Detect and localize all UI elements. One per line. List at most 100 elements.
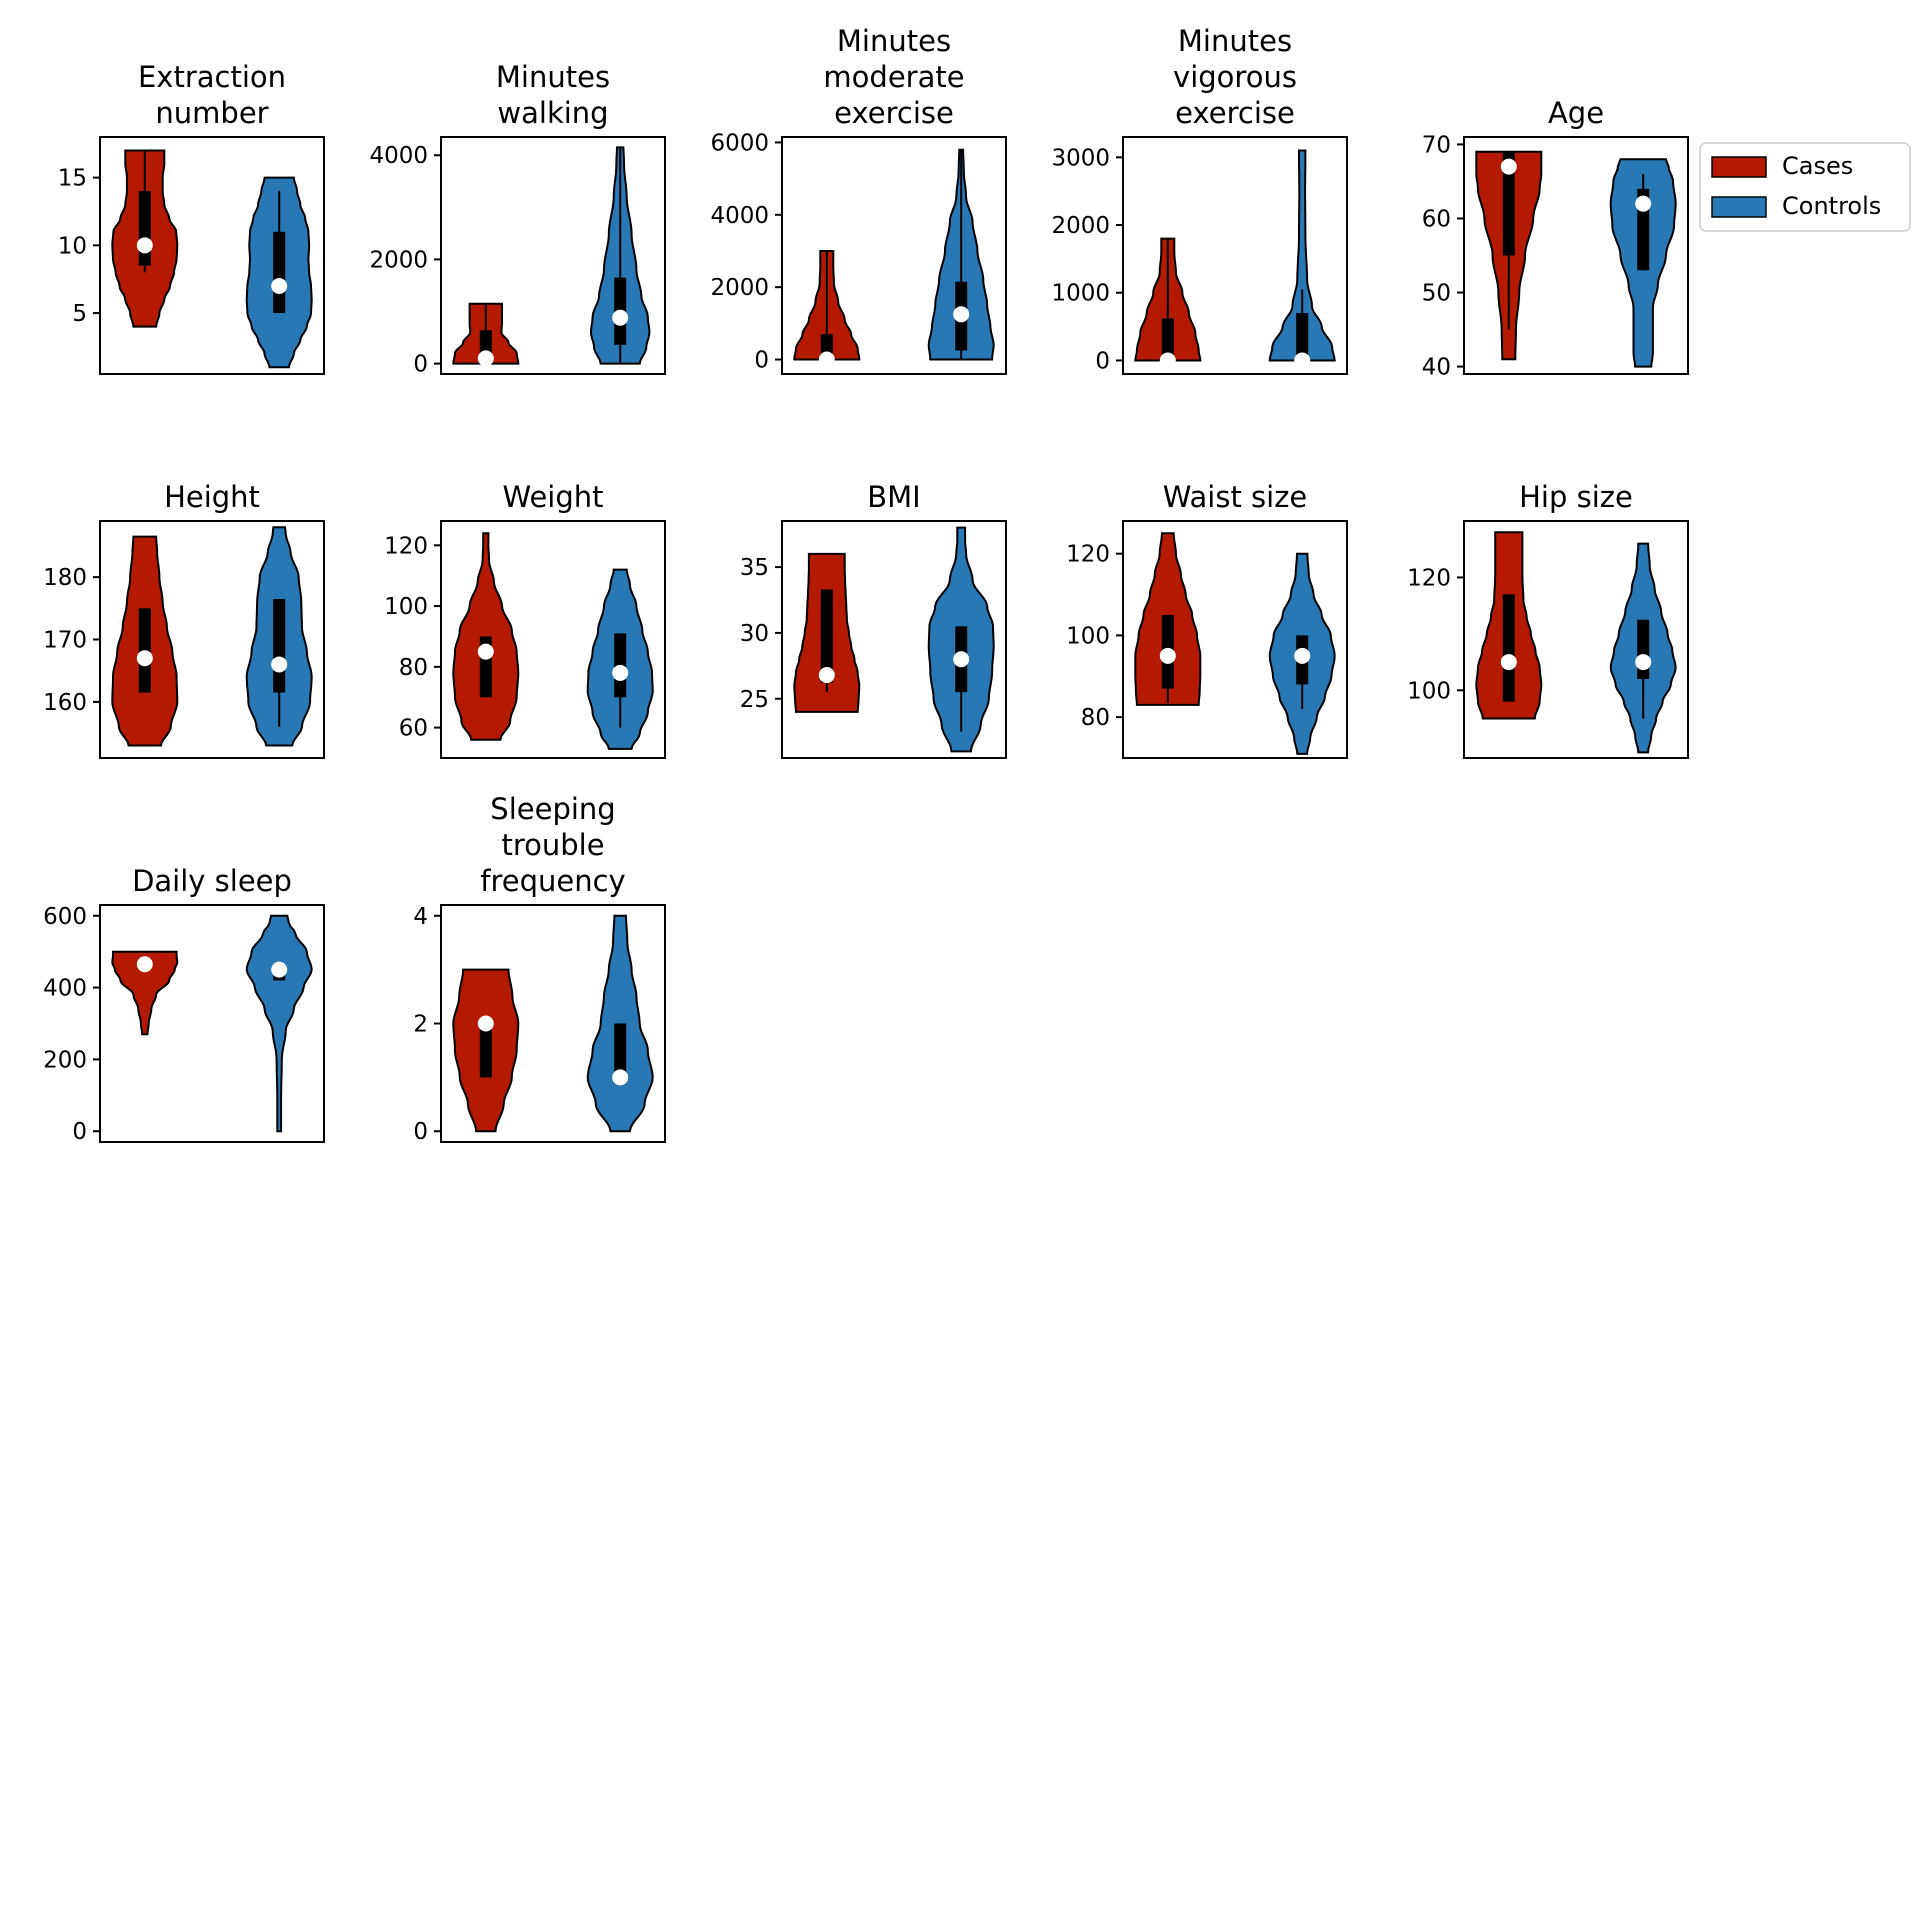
- panel-weight: Weight 60 80 100 120: [384, 480, 666, 759]
- panel-title: Age: [1548, 96, 1604, 130]
- iqr-box: [1637, 619, 1650, 679]
- violin-cases: [111, 535, 179, 747]
- panel-title: Extraction number: [138, 60, 286, 130]
- panel-waist-size: Waist size 80 100 120: [1066, 480, 1348, 759]
- violin-cases: [1134, 237, 1202, 369]
- violin-cases: [1475, 531, 1543, 720]
- violin-controls: [1609, 542, 1677, 754]
- median-marker: [1294, 647, 1311, 664]
- y-tick-label: 6000: [710, 130, 769, 156]
- violin-controls: [245, 526, 313, 747]
- panel-minutes-vigorous-exercise: Minutes vigorous exercise 0 1000 2000 3000: [1051, 24, 1348, 375]
- panel-age: Age 40 50 60 70: [1422, 96, 1689, 381]
- y-tick-label: 180: [43, 565, 87, 591]
- panel-title: BMI: [867, 480, 920, 514]
- y-tick-label: 100: [1066, 623, 1110, 649]
- violin-cases: [1134, 532, 1202, 706]
- iqr-box: [1502, 151, 1515, 256]
- y-tick-label: 30: [740, 621, 769, 647]
- panel-frame: [99, 904, 325, 1143]
- median-marker: [136, 956, 153, 973]
- y-tick-label: 2: [413, 1012, 428, 1038]
- median-marker: [1500, 654, 1517, 671]
- panel-title: Waist size: [1163, 480, 1308, 514]
- violin-cases: [1475, 150, 1543, 361]
- violin-controls: [245, 914, 313, 1133]
- panel-frame: [1463, 520, 1689, 759]
- panel-hip-size: Hip size 100 120: [1407, 480, 1689, 759]
- violin-cases: [452, 532, 520, 741]
- legend-label-controls: Controls: [1782, 192, 1881, 220]
- iqr-box: [273, 598, 286, 693]
- y-tick-label: 80: [399, 655, 428, 681]
- y-tick-label: 60: [399, 716, 428, 742]
- y-tick-label: 35: [740, 555, 769, 581]
- panel-title: Weight: [502, 480, 603, 514]
- median-marker: [818, 667, 835, 684]
- panel-height: Height 160 170 180: [43, 480, 325, 759]
- y-tick-label: 120: [1407, 565, 1451, 591]
- violin-body: [111, 950, 179, 1036]
- iqr-box: [820, 589, 833, 683]
- y-tick-label: 60: [1422, 206, 1451, 232]
- panel-frame: [99, 136, 325, 375]
- median-marker: [612, 664, 629, 681]
- y-tick-label: 50: [1422, 281, 1451, 307]
- panel-title: Hip size: [1519, 480, 1633, 514]
- panel-title: Sleeping trouble frequency: [480, 792, 625, 898]
- legend-swatch-cases: [1711, 156, 1767, 178]
- iqr-box: [614, 1023, 627, 1078]
- panel-title: Height: [164, 480, 260, 514]
- violin-cases: [452, 302, 520, 367]
- iqr-box: [138, 191, 151, 266]
- violin-controls: [1609, 158, 1677, 368]
- violin-controls: [586, 568, 654, 750]
- y-tick-label: 2000: [1051, 213, 1110, 239]
- panel-frame: [781, 520, 1007, 759]
- y-tick-label: 15: [58, 166, 87, 192]
- violin-controls: [927, 526, 995, 753]
- violin-cases: [793, 552, 861, 713]
- panel-bmi: BMI 25 30 35: [740, 480, 1007, 759]
- median-marker: [818, 351, 835, 368]
- panel-daily-sleep: Daily sleep 0 200 400 600: [43, 864, 325, 1145]
- median-marker: [1635, 195, 1652, 212]
- median-marker: [953, 306, 970, 323]
- y-tick-label: 2000: [710, 275, 769, 301]
- y-tick-label: 80: [1081, 705, 1110, 731]
- panel-frame: [1463, 136, 1689, 375]
- panel-minutes-walking: Minutes walking 0 2000 4000: [369, 60, 666, 378]
- iqr-box: [1161, 318, 1174, 361]
- median-marker: [1500, 158, 1517, 175]
- y-tick-label: 0: [72, 1119, 87, 1145]
- iqr-box: [479, 1023, 492, 1078]
- y-tick-label: 0: [413, 1119, 428, 1145]
- y-tick-label: 0: [413, 352, 428, 378]
- y-tick-label: 5: [72, 301, 87, 327]
- median-marker: [1159, 352, 1176, 369]
- panel-frame: [440, 520, 666, 759]
- y-tick-label: 1000: [1051, 281, 1110, 307]
- iqr-box: [1502, 594, 1515, 702]
- y-tick-label: 40: [1422, 355, 1451, 381]
- y-tick-label: 100: [384, 594, 428, 620]
- y-tick-label: 4000: [369, 143, 428, 169]
- panel-sleeping-trouble-frequency: Sleeping trouble frequency 0 2 4: [413, 792, 666, 1145]
- y-tick-label: 170: [43, 628, 87, 654]
- violin-controls: [586, 914, 654, 1133]
- violin-controls: [245, 176, 313, 369]
- median-marker: [271, 277, 288, 294]
- y-tick-label: 120: [384, 533, 428, 559]
- median-marker: [1635, 654, 1652, 671]
- median-marker: [477, 350, 494, 367]
- panel-frame: [781, 136, 1007, 375]
- y-tick-label: 4: [413, 904, 428, 930]
- panel-title: Minutes walking: [496, 60, 610, 130]
- violin-controls: [1268, 149, 1336, 369]
- violin-cases: [452, 968, 520, 1133]
- violin-cases: [111, 149, 179, 328]
- panel-frame: [1122, 136, 1348, 375]
- violin-body: [245, 914, 313, 1133]
